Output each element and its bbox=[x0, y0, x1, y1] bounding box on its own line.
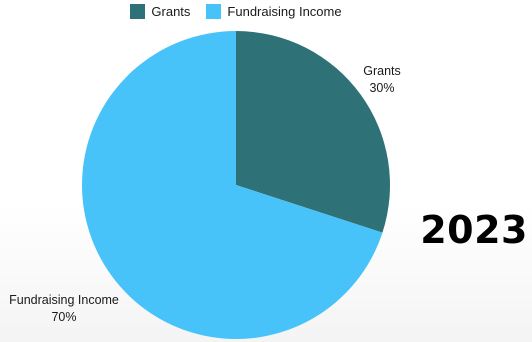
year-label: 2023 bbox=[420, 208, 528, 252]
slice-label-grants: Grants 30% bbox=[352, 63, 412, 97]
slice-label-grants-percent: 30% bbox=[369, 81, 395, 95]
legend: Grants Fundraising Income bbox=[0, 4, 472, 19]
slice-label-grants-name: Grants bbox=[363, 64, 401, 78]
legend-swatch-grants bbox=[130, 4, 146, 19]
legend-label-grants: Grants bbox=[151, 4, 191, 19]
slice-label-fundraising-income: Fundraising Income 70% bbox=[0, 292, 128, 326]
legend-swatch-fundraising-income bbox=[206, 4, 222, 19]
legend-item-fundraising-income[interactable]: Fundraising Income bbox=[206, 4, 342, 19]
legend-label-fundraising-income: Fundraising Income bbox=[227, 4, 342, 19]
pie-slice-fundraising-income[interactable] bbox=[82, 31, 383, 339]
slice-label-fundraising-income-percent: 70% bbox=[51, 310, 77, 324]
pie-slice-grants[interactable] bbox=[236, 31, 391, 233]
legend-item-grants[interactable]: Grants bbox=[130, 4, 190, 19]
slice-label-fundraising-income-name: Fundraising Income bbox=[9, 293, 119, 307]
